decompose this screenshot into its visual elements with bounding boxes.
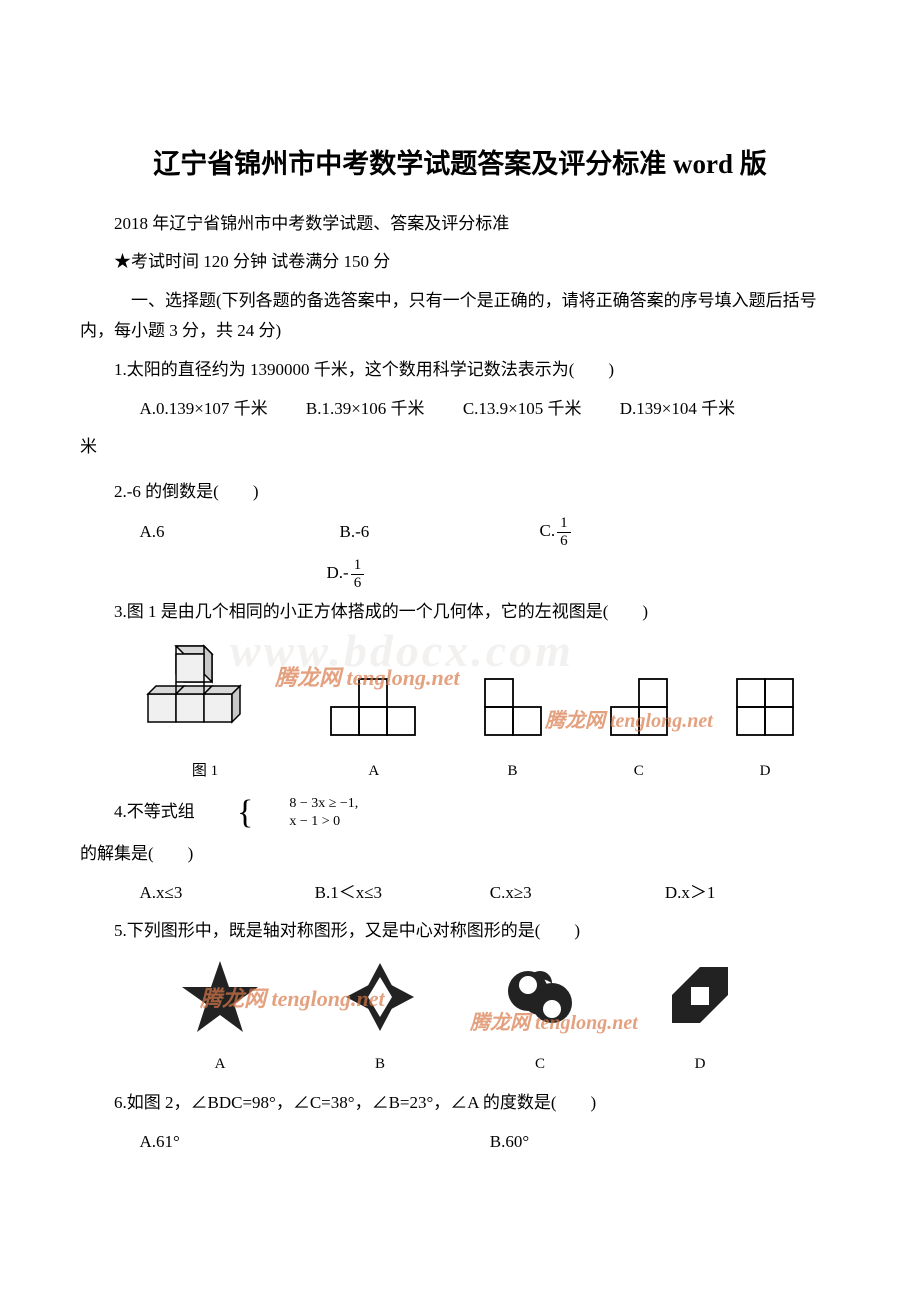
q4-opt-d: D.x＞1: [665, 878, 840, 909]
q6-opt-b: B.60°: [490, 1127, 840, 1158]
q3-text: 3.图 1 是由几个相同的小正方体搭成的一个几何体，它的左视图是( ): [80, 597, 840, 628]
q4-opt-b: B.1＜x≤3: [315, 878, 490, 909]
q5-text: 5.下列图形中，既是轴对称图形，又是中心对称图形的是( ): [80, 916, 840, 947]
q3-opt-d-fig: D: [730, 673, 800, 785]
brace-icon: {: [203, 796, 253, 830]
q3-opt-b-fig: B: [478, 673, 548, 785]
q4-opt-c: C.x≥3: [490, 878, 665, 909]
q1-opt-c: C.13.9×105 千米: [463, 399, 582, 418]
exam-info: ★考试时间 120 分钟 试卷满分 150 分: [80, 247, 840, 278]
q1-opt-d: D.139×104 千米: [620, 399, 735, 418]
q2-opt-d: D.-16: [327, 557, 841, 591]
q4-suffix: 的解集是( ): [80, 839, 840, 870]
q2-options-row1: A.6 B.-6 C.16: [140, 515, 841, 549]
q2-text: 2.-6 的倒数是( ): [80, 477, 840, 508]
q4-opt-a: A.x≤3: [140, 878, 315, 909]
q1-opt-b: B.1.39×106 千米: [306, 399, 425, 418]
q5-opt-a-fig: A: [178, 957, 263, 1079]
q4-options: A.x≤3 B.1＜x≤3 C.x≥3 D.x＞1: [140, 878, 841, 909]
q1-options: A.0.139×107 千米 B.1.39×106 千米 C.13.9×105 …: [140, 394, 841, 425]
q5-opt-b-fig: B: [338, 957, 423, 1079]
subtitle: 2018 年辽宁省锦州市中考数学试题、答案及评分标准: [80, 209, 840, 240]
page-title: 辽宁省锦州市中考数学试题答案及评分标准 word 版: [80, 140, 840, 189]
section-1-heading: 一、选择题(下列各题的备选答案中，只有一个是正确的，请将正确答案的序号填入题后括…: [80, 286, 840, 347]
q3-opt-a-fig: A: [326, 673, 421, 785]
q3-opt-c-fig: C: [604, 673, 674, 785]
q5-figure-row: 腾龙网 tenglong.net 腾龙网 tenglong.net A B: [140, 957, 780, 1079]
q2-opt-b: B.-6: [340, 517, 540, 548]
q1-opt-a: A.0.139×107 千米: [140, 399, 268, 418]
q3-figure-row: www.bdocx.com 腾龙网 tenglong.net 腾龙网 tengl…: [140, 638, 800, 785]
q6-text: 6.如图 2，∠BDC=98°，∠C=38°，∠B=23°，∠A 的度数是( ): [80, 1088, 840, 1119]
q3-fig-3d: 图 1: [140, 638, 270, 785]
q5-opt-c-fig: C: [498, 957, 583, 1079]
q6-options: A.61° B.60°: [140, 1127, 841, 1158]
q4-ineq-1: 8 − 3x ≥ −1,: [255, 795, 358, 813]
q4-line1: 4.不等式组 { 8 − 3x ≥ −1, x − 1 > 0: [80, 795, 840, 831]
q2-opt-a: A.6: [140, 517, 340, 548]
q1-cont: 米: [80, 432, 840, 463]
q2-opt-c: C.16: [540, 515, 740, 549]
q4-ineq-2: x − 1 > 0: [255, 813, 358, 831]
q6-opt-a: A.61°: [140, 1127, 490, 1158]
q1-text: 1.太阳的直径约为 1390000 千米，这个数用科学记数法表示为( ): [80, 355, 840, 386]
q5-opt-d-fig: D: [658, 957, 743, 1079]
